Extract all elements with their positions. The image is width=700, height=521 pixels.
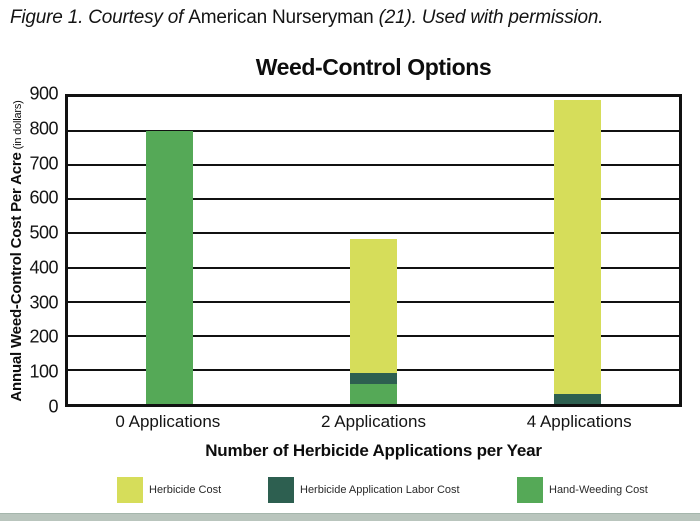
plot-area [65, 94, 682, 407]
gridline-700 [68, 164, 679, 167]
x-axis-title: Number of Herbicide Applications per Yea… [205, 441, 542, 460]
bottom-divider [0, 513, 700, 521]
figure-caption: Figure 1. Courtesy of American Nurseryma… [10, 7, 604, 29]
x-axis-labels: 0 Applications 2 Applications 4 Applicatio… [65, 412, 682, 434]
y-tick-label: 400 [29, 257, 58, 278]
bar-segment [553, 100, 601, 394]
legend-item: Hand-Weeding Cost [517, 477, 648, 503]
y-tick-label: 300 [29, 292, 58, 313]
legend-swatch [117, 477, 143, 503]
bar-segment [350, 238, 397, 374]
legend-label: Herbicide Cost [149, 484, 222, 496]
legend-swatch [517, 477, 543, 503]
gridline-600 [68, 198, 679, 201]
bar-segment [350, 373, 397, 384]
y-tick-label: 0 [48, 396, 58, 417]
legend-item: Herbicide Cost [117, 477, 221, 503]
y-axis-ticks: 0 100 200 300 400 500 600 700 800 900 [0, 84, 58, 417]
y-tick-label: 600 [29, 187, 58, 208]
y-tick-label: 700 [29, 153, 58, 174]
legend-label: Hand-Weeding Cost [549, 484, 648, 496]
bar-segment [350, 383, 397, 404]
legend-label: Herbicide Application Labor Cost [300, 484, 460, 496]
x-tick-label: 2 Applications [321, 412, 426, 431]
y-tick-label: 800 [29, 118, 58, 139]
y-tick-label: 900 [29, 83, 58, 104]
gridline-500 [68, 232, 679, 235]
caption-tail: (21). Used with permission. [373, 7, 604, 28]
bar-segment [146, 131, 194, 404]
legend-item: Herbicide Application Labor Cost [268, 477, 460, 503]
gridline-800 [68, 130, 679, 133]
y-tick-label: 100 [29, 361, 58, 382]
y-tick-label: 500 [29, 222, 58, 243]
chart-title: Weed-Control Options [255, 54, 492, 80]
caption-lead: Figure 1. Courtesy of [10, 7, 189, 28]
y-tick-label: 200 [29, 326, 58, 347]
legend-swatch [268, 477, 294, 503]
bar-segment [553, 393, 601, 404]
x-tick-label: 0 Applications [115, 412, 221, 431]
caption-source: American Nurseryman [188, 7, 374, 28]
x-tick-label: 4 Applications [526, 412, 632, 431]
